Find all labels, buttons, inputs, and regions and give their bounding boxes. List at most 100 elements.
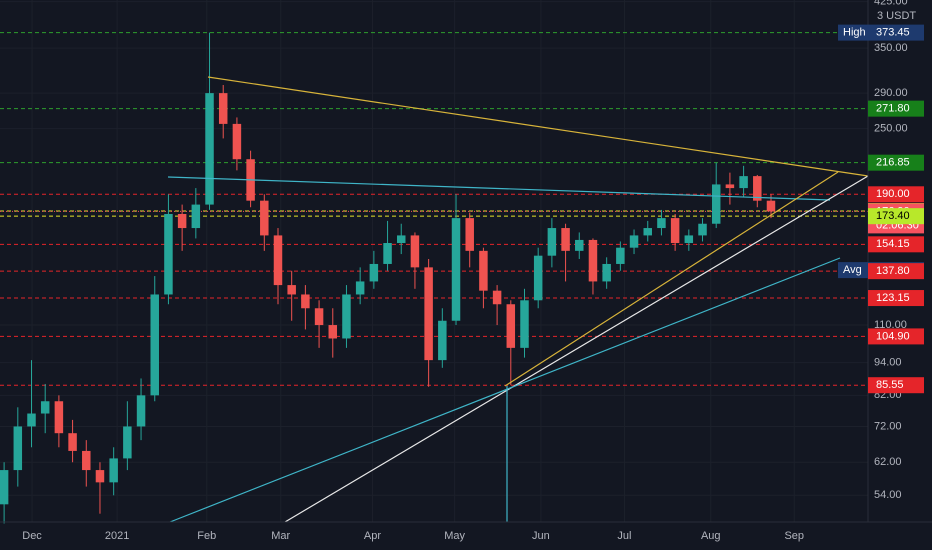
candle-body: [506, 304, 516, 348]
candle-body: [273, 235, 283, 286]
price-label-box: [868, 24, 924, 41]
x-tick-label: Apr: [364, 530, 381, 542]
candles: [0, 32, 776, 524]
candle-body: [533, 255, 543, 301]
tag-label: High: [843, 27, 866, 39]
candle-body: [164, 213, 173, 295]
candle-body: [27, 413, 36, 427]
candle-body: [725, 184, 735, 189]
candle-body: [191, 204, 201, 229]
candle-body: [438, 320, 447, 361]
candle-body: [451, 218, 461, 321]
price-label: 123.15: [876, 292, 910, 304]
price-label: 190.00: [876, 188, 910, 200]
price-labels: 373.45High271.80216.85190.00177.15176.90…: [838, 24, 924, 394]
price-label-box: [868, 236, 924, 253]
trend-line: [169, 257, 841, 523]
price-label: 173.40: [876, 210, 910, 222]
price-label: 154.15: [876, 238, 910, 250]
candle-body: [40, 401, 50, 414]
y-tick-label: 54.00: [874, 489, 902, 501]
y-tick-label: 110.00: [874, 319, 907, 331]
x-tick-label: Mar: [271, 530, 290, 542]
candle-body: [150, 294, 159, 396]
candle-body: [479, 250, 488, 291]
candle-body: [547, 228, 557, 256]
x-tick-label: Aug: [701, 530, 721, 542]
candle-body: [287, 285, 296, 295]
candle-body: [629, 235, 639, 248]
candle-body: [753, 176, 762, 201]
candle-body: [657, 218, 666, 229]
y-tick-label: 290.00: [874, 87, 908, 99]
price-label-box: [868, 290, 924, 307]
currency-label: 3 USDT: [877, 10, 916, 22]
candle-body: [95, 470, 105, 483]
trend-lines: [167, 76, 869, 523]
price-label: 216.85: [876, 157, 910, 169]
y-tick-label: 250.00: [874, 123, 908, 135]
candle-body: [136, 395, 146, 427]
candle-body: [711, 184, 721, 224]
x-tick-label: Jun: [532, 530, 550, 542]
candle-body: [342, 294, 351, 339]
price-label: 373.45: [876, 27, 910, 39]
x-tick-label: May: [444, 530, 465, 542]
trend-line: [504, 171, 839, 387]
price-label: 104.90: [876, 330, 910, 342]
candle-body: [109, 458, 118, 483]
candle-body: [0, 470, 9, 505]
tag-box: [838, 24, 868, 41]
candle-body: [465, 218, 474, 251]
candle-body: [643, 228, 652, 236]
x-tick-label: Dec: [22, 530, 42, 542]
x-tick-label: Jul: [617, 530, 631, 542]
y-tick-label: 350.00: [874, 42, 908, 54]
price-lines: [0, 32, 868, 386]
candle-body: [369, 263, 379, 282]
candle-body: [177, 213, 187, 229]
y-tick-label: 425.00: [874, 0, 908, 8]
candle-body: [698, 223, 707, 236]
candle-body: [616, 247, 625, 264]
candle-body: [355, 281, 365, 295]
candle-body: [575, 239, 584, 251]
y-tick-label: 72.00: [874, 420, 902, 432]
candle-body: [410, 235, 420, 268]
price-label: 85.55: [876, 379, 904, 391]
price-label: 271.80: [876, 103, 910, 115]
price-label: 137.80: [876, 265, 910, 277]
x-tick-label: Sep: [784, 530, 804, 542]
price-label-box: [868, 154, 924, 171]
candle-body: [520, 300, 529, 348]
candle-body: [383, 243, 392, 264]
price-label-box: [868, 186, 924, 203]
y-tick-label: 94.00: [874, 357, 902, 369]
candle-body: [232, 123, 242, 160]
candle-body: [424, 267, 433, 361]
trend-line: [207, 76, 869, 177]
price-label-box: [868, 263, 924, 280]
candle-body: [82, 450, 91, 471]
candle-body: [670, 218, 680, 244]
candle-body: [684, 235, 694, 244]
price-label-box: [868, 377, 924, 394]
candle-body: [396, 235, 406, 244]
price-label-box: [868, 208, 924, 225]
candle-body: [13, 426, 23, 471]
candle-body: [68, 433, 77, 451]
candle-body: [260, 200, 269, 236]
tag-box: [838, 262, 868, 279]
price-label-box: [868, 328, 924, 345]
candle-body: [739, 176, 748, 189]
candle-body: [561, 228, 570, 251]
candle-body: [314, 308, 324, 326]
candle-body: [123, 426, 132, 459]
candle-body: [766, 200, 776, 212]
trend-line: [167, 176, 831, 201]
candle-body: [205, 93, 214, 205]
candle-body: [492, 290, 502, 305]
